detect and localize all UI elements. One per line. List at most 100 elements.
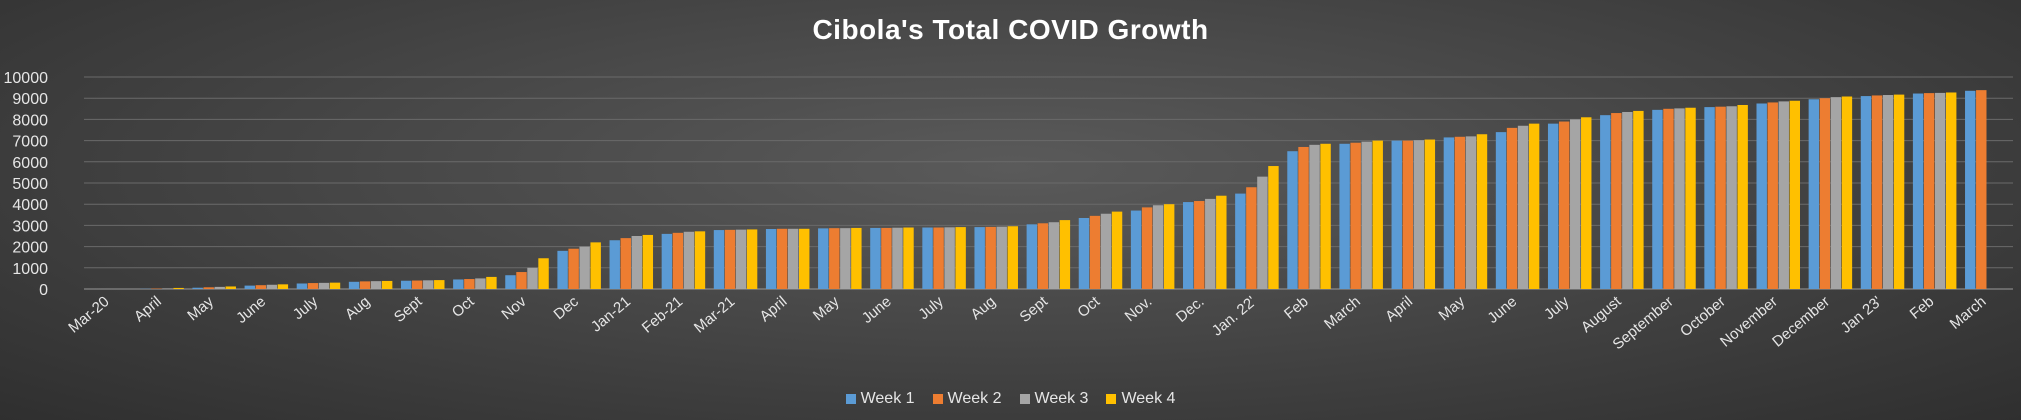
bar [642, 234, 654, 289]
bar [661, 233, 673, 289]
x-tick-label: June [1484, 293, 1520, 327]
bar [1476, 134, 1488, 289]
bar [381, 280, 393, 289]
bar [255, 285, 267, 289]
bar [453, 279, 464, 289]
y-tick-label: 3000 [12, 218, 48, 235]
bar [296, 283, 308, 289]
bar [1923, 93, 1935, 289]
x-tick-label: Feb [1907, 293, 1938, 323]
bar [787, 228, 799, 289]
bar [1141, 207, 1153, 289]
x-tick-label: Dec. [1173, 293, 1208, 326]
x-tick-label: May [184, 293, 217, 325]
bar [1965, 90, 1976, 289]
y-tick-label: 6000 [12, 155, 48, 172]
bar [631, 236, 643, 289]
bar [1163, 204, 1175, 289]
bar [1111, 211, 1123, 289]
bar [1685, 107, 1696, 290]
bar [735, 229, 747, 289]
bar [1413, 140, 1425, 289]
bar [1257, 176, 1268, 289]
legend-swatch [1019, 394, 1030, 404]
bar [620, 238, 631, 289]
bar [1558, 121, 1570, 290]
bar [1298, 146, 1309, 289]
x-tick-label: Feb [1281, 293, 1312, 323]
bar [1893, 94, 1905, 289]
bar [1633, 110, 1644, 289]
x-tick-label: November [1717, 293, 1781, 351]
y-tick-label: 7000 [12, 134, 48, 151]
legend-label: Week 3 [1034, 390, 1089, 407]
bar [746, 229, 758, 289]
bar [933, 227, 944, 289]
bar [557, 250, 568, 289]
bar [162, 288, 173, 289]
bar [974, 227, 985, 289]
bar [1465, 136, 1477, 289]
x-tick-label: Jan 23' [1838, 293, 1886, 337]
bar [1860, 96, 1872, 289]
bar [1767, 102, 1778, 289]
x-tick-label: Oct [449, 293, 478, 322]
x-tick-label: Aug [968, 293, 999, 323]
legend-label: Week 1 [860, 390, 915, 407]
bar [799, 228, 810, 289]
bar [318, 282, 330, 289]
bar [1663, 108, 1674, 289]
bar [1841, 96, 1853, 289]
x-tick-label: December [1769, 293, 1833, 351]
x-tick-label: Aug [342, 293, 373, 323]
bar [1424, 139, 1436, 289]
bar [765, 229, 777, 289]
x-tick-label: Dec [550, 293, 582, 323]
x-tick-label: June [233, 293, 269, 327]
bar [1778, 101, 1789, 289]
legend-item: Week 3 [1019, 390, 1089, 408]
x-tick-label: April [756, 293, 790, 325]
bar [683, 231, 695, 289]
bar [370, 281, 382, 289]
x-tick-label: Sept [1017, 293, 1052, 326]
bar [1652, 109, 1663, 289]
bar [1495, 132, 1507, 289]
bar [307, 283, 319, 289]
legend-swatch [1106, 394, 1117, 404]
x-tick-label: Jan-21 [588, 293, 634, 336]
bar [996, 226, 1007, 289]
x-tick-label: March [1321, 293, 1364, 333]
bar [1130, 210, 1142, 289]
x-tick-label: April [131, 293, 165, 325]
bar [985, 226, 996, 289]
chart-title: Cibola's Total COVID Growth [812, 14, 1209, 45]
bar [903, 227, 914, 289]
bar [851, 227, 862, 289]
bar [1216, 195, 1227, 289]
legend-item: Week 1 [845, 390, 915, 408]
bar [1100, 213, 1112, 289]
x-tick-label: Feb-21 [639, 293, 686, 337]
bar [1715, 106, 1726, 290]
bar [1152, 205, 1164, 289]
bar [1570, 119, 1581, 290]
bar [672, 232, 684, 289]
x-tick-label: April [1382, 293, 1416, 325]
bar [590, 242, 601, 289]
bar [1026, 224, 1038, 289]
y-tick-label: 2000 [12, 240, 48, 257]
bar [1361, 141, 1372, 289]
x-tick-label: Mar-20 [65, 293, 112, 337]
x-tick-label: July [290, 293, 322, 323]
bar [829, 228, 840, 289]
bar [1704, 107, 1715, 289]
y-tick-label: 10000 [4, 70, 49, 87]
bar [225, 286, 236, 289]
legend: Week 1 Week 2 Week 3 Week 4 [0, 390, 2021, 408]
bar [475, 278, 486, 289]
bar [1622, 111, 1633, 289]
bar [464, 279, 475, 289]
bar [538, 258, 549, 289]
